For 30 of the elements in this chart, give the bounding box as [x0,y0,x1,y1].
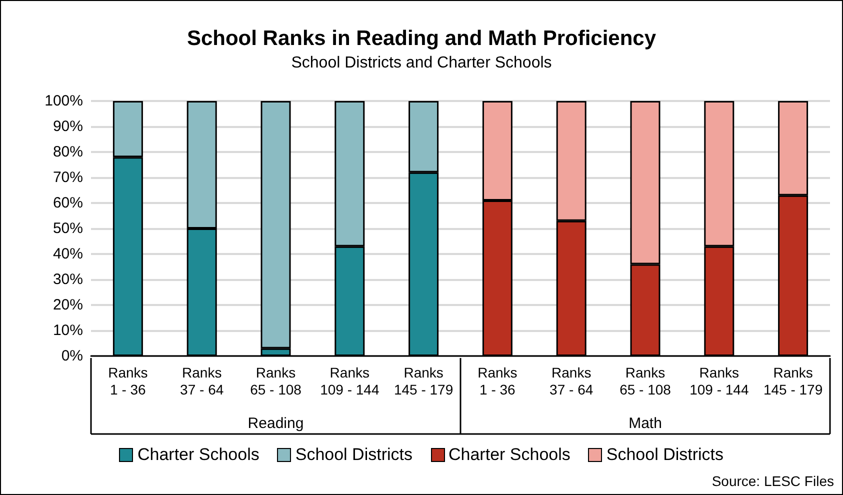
chart-title: School Ranks in Reading and Math Proficiency [186,27,656,50]
x-tick-label: Ranks 1 - 36 [108,364,148,398]
chart-subtitle: School Districts and Charter Schools [291,54,552,72]
x-tick-label: Ranks 145 - 179 [763,364,823,398]
y-tick-label: 50% [52,220,83,237]
x-tick-label: Ranks 109 - 144 [690,364,749,398]
legend-label: Charter Schools [137,445,260,465]
legend-label: School Districts [295,445,412,465]
legend-label: School Districts [606,445,724,465]
x-tick-label: Ranks 1 - 36 [478,364,518,398]
y-tick-label: 100% [44,92,83,110]
text: Math [628,415,662,432]
y-tick-label: 20% [52,296,83,314]
y-tick-label: 80% [52,144,83,160]
x-tick-label: Ranks 65 - 108 [620,364,672,398]
y-tick-label: 60% [52,194,83,212]
x-tick-label: Ranks 37 - 64 [550,364,594,398]
text: Reading [248,415,304,432]
y-tick-label: 90% [52,118,83,135]
y-tick-label: 0% [61,348,83,364]
legend-label: Charter Schools [448,445,570,465]
x-tick-label: Ranks 37 - 64 [180,364,224,398]
source-note: Source: LESC Files [712,473,834,489]
y-tick-label: 70% [52,169,83,186]
x-tick-label: Ranks 145 - 179 [394,364,454,398]
y-tick-label: 40% [52,246,83,262]
x-tick-label: Ranks 65 - 108 [250,364,302,398]
y-tick-label: 30% [52,271,83,288]
y-tick-label: 10% [52,322,83,339]
x-tick-label: Ranks 109 - 144 [320,364,380,398]
